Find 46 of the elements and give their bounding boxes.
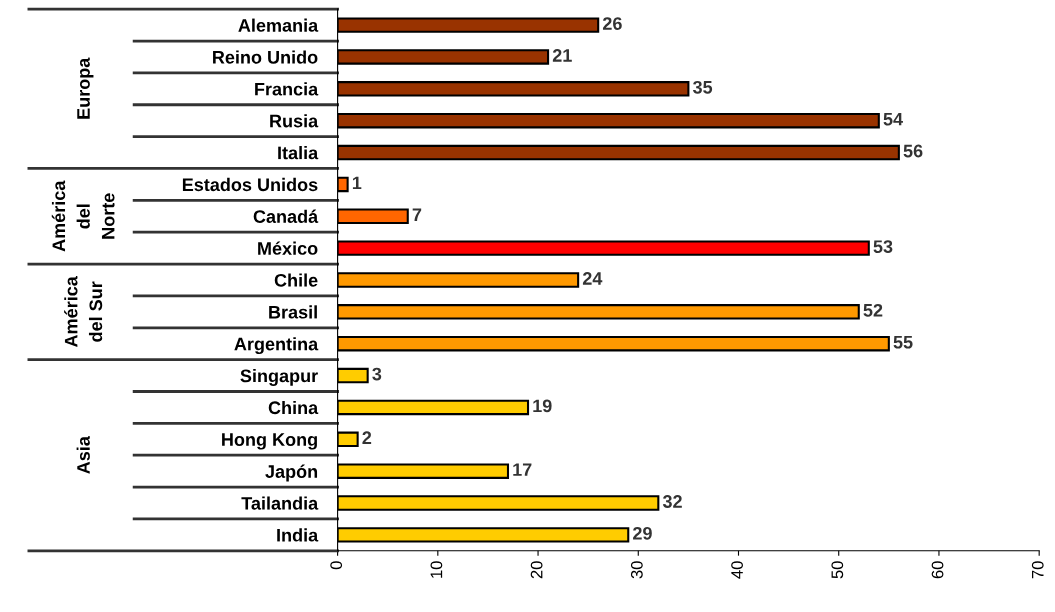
x-tick-label: 60 bbox=[931, 561, 944, 579]
data-label: 55 bbox=[893, 335, 913, 349]
data-label: 17 bbox=[513, 463, 532, 476]
x-tick-label: 40 bbox=[731, 561, 743, 579]
data-label: 54 bbox=[883, 112, 903, 126]
y-tick-label: Estados Unidos bbox=[182, 177, 318, 192]
data-label: 53 bbox=[873, 240, 893, 253]
y-tick-label: Italia bbox=[278, 146, 319, 160]
x-tick-label: 20 bbox=[530, 561, 543, 579]
y-tick-label: Singapur bbox=[240, 369, 318, 386]
y-tick-label: Argentina bbox=[234, 337, 319, 355]
y-tick-label: Rusia bbox=[270, 114, 319, 128]
y-tick-label: Alemania bbox=[238, 18, 319, 32]
data-label: 19 bbox=[533, 399, 552, 413]
text: Asia bbox=[76, 436, 90, 474]
x-tick-label: 0 bbox=[330, 561, 343, 570]
y-tick-label: China bbox=[268, 400, 319, 415]
data-label: 35 bbox=[692, 80, 713, 94]
data-label: 52 bbox=[863, 303, 883, 317]
y-tick-label: Francia bbox=[255, 82, 319, 96]
data-label: 24 bbox=[582, 272, 603, 285]
text: América del Norte bbox=[51, 180, 115, 252]
y-tick-label: Hong Kong bbox=[222, 433, 317, 450]
data-label: 26 bbox=[602, 17, 622, 30]
data-label: 21 bbox=[552, 49, 572, 62]
x-tick-label: 30 bbox=[630, 561, 643, 579]
x-tick-label: 10 bbox=[430, 561, 443, 578]
y-tick-label: Japón bbox=[265, 464, 318, 482]
y-tick-label: Canadá bbox=[253, 209, 319, 223]
data-label: 56 bbox=[903, 144, 923, 158]
y-tick-label: Tailandia bbox=[241, 496, 319, 510]
data-label: 29 bbox=[633, 526, 652, 540]
y-tick-label: India bbox=[277, 528, 319, 542]
data-label: 1 bbox=[352, 176, 362, 190]
data-label: 2 bbox=[362, 431, 372, 444]
x-tick-label: 70 bbox=[1031, 561, 1044, 579]
y-tick-label: Chile bbox=[274, 273, 318, 287]
y-tick-label: Reino Unido bbox=[213, 50, 318, 64]
data-label: 32 bbox=[662, 495, 682, 508]
y-tick-label: México bbox=[258, 241, 318, 255]
data-label: 3 bbox=[372, 367, 382, 381]
y-tick-label: Brasil bbox=[269, 305, 317, 319]
data-label: 7 bbox=[412, 208, 422, 221]
text: América del Sur bbox=[64, 276, 103, 348]
x-tick-label: 50 bbox=[831, 561, 844, 579]
text: Europa bbox=[77, 57, 94, 119]
